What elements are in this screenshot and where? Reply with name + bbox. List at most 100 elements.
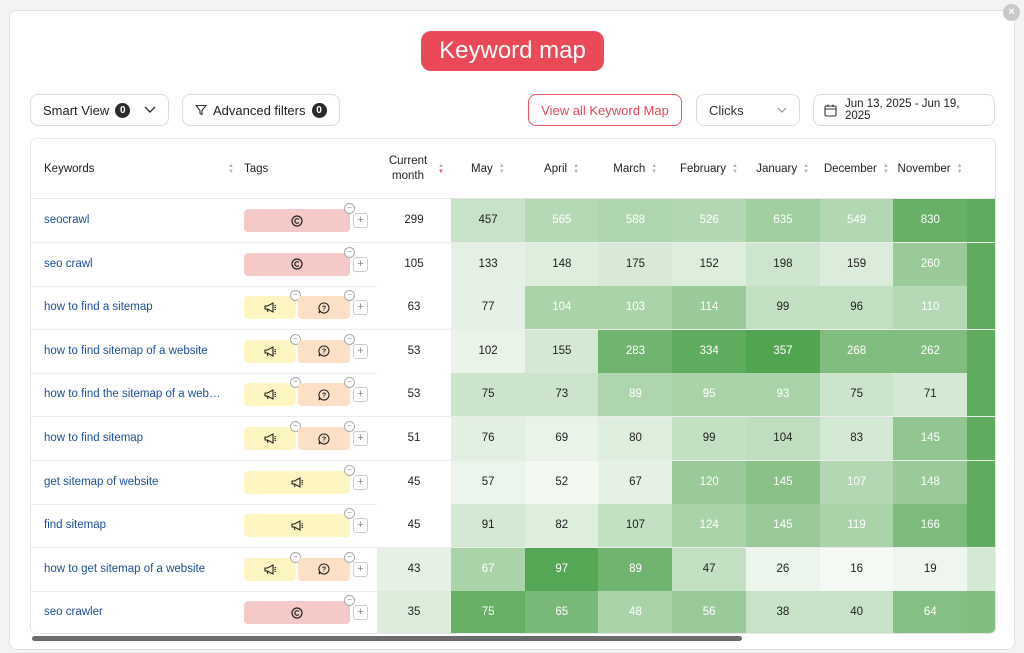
question-icon: ? [318, 345, 330, 357]
megaphone-icon [263, 433, 277, 444]
sort-icon[interactable]: ▲ ▼ [228, 162, 234, 175]
sort-icon[interactable]: ▲ ▼ [573, 162, 580, 175]
heatmap-cell: 71 [893, 373, 968, 417]
tag-chip[interactable]: − [244, 595, 355, 625]
remove-tag-icon[interactable]: − [344, 290, 355, 302]
add-tag-button[interactable]: + [353, 300, 368, 316]
keyword-link[interactable]: how to find a sitemap [44, 301, 153, 314]
tag-chip[interactable]: − [244, 377, 301, 407]
tag-chip[interactable]: − [244, 203, 355, 232]
advanced-filters-button[interactable]: Advanced filters 0 [182, 94, 340, 126]
sort-icon[interactable]: ▲ ▼ [882, 162, 889, 175]
heatmap-cell: 57 [451, 460, 526, 504]
keyword-link[interactable]: seocrawl [44, 214, 90, 226]
tag-chip[interactable]: ? − [298, 551, 355, 581]
close-icon[interactable]: × [1003, 4, 1020, 21]
col-header-month[interactable]: Oct [966, 139, 995, 199]
remove-tag-icon[interactable]: − [344, 377, 355, 389]
tag-chip[interactable]: ? − [298, 290, 355, 320]
sort-icon[interactable]: ▲ ▼ [651, 162, 658, 175]
col-header-month[interactable]: December ▲ ▼ [819, 139, 894, 199]
remove-tag-icon[interactable]: − [290, 290, 301, 302]
remove-tag-icon[interactable]: − [344, 333, 355, 345]
calendar-icon [824, 104, 837, 117]
tag-chip[interactable]: − [244, 333, 301, 363]
remove-tag-icon[interactable]: − [290, 551, 301, 563]
tag-chip[interactable]: ? − [298, 421, 355, 450]
tag-chip[interactable]: − [244, 290, 301, 320]
col-header-keywords[interactable]: Keywords ▲ ▼ [44, 139, 234, 199]
remove-tag-icon[interactable]: − [344, 464, 355, 476]
table-row: how to get sitemap of a website −? − +43 67 9… [31, 547, 995, 592]
keyword-link[interactable]: how to find sitemap of a website [44, 344, 208, 357]
keyword-table: Keywords ▲ ▼ Tags Current month ▲ ▼ May ▲ ▼ A… [30, 138, 996, 634]
add-tag-button[interactable]: + [353, 474, 368, 490]
remove-tag-icon[interactable]: − [344, 246, 355, 258]
tag-chip[interactable]: − [244, 246, 355, 276]
col-header-month[interactable]: April ▲ ▼ [524, 139, 599, 199]
remove-tag-icon[interactable]: − [344, 421, 355, 432]
remove-tag-icon[interactable]: − [344, 551, 355, 563]
add-tag-button[interactable]: + [353, 213, 368, 228]
sort-icon[interactable]: ▲ ▼ [803, 162, 810, 175]
col-header-month[interactable]: March ▲ ▼ [598, 139, 673, 199]
heatmap-cell: 166 [893, 504, 968, 548]
keyword-link[interactable]: get sitemap of website [44, 475, 159, 488]
current-month-value: 105 [377, 242, 451, 286]
megaphone-icon [263, 345, 277, 357]
col-header-current-month[interactable]: Current month ▲ ▼ [377, 139, 451, 199]
remove-tag-icon[interactable]: − [344, 203, 355, 214]
remove-tag-icon[interactable]: − [290, 377, 301, 389]
heatmap-cell: 95 [672, 373, 747, 417]
keyword-link[interactable]: how to find sitemap [44, 432, 144, 444]
col-header-month[interactable]: February ▲ ▼ [672, 139, 746, 199]
view-all-keyword-map-button[interactable]: View all Keyword Map [528, 94, 682, 126]
add-tag-button[interactable]: + [353, 256, 368, 272]
keyword-link[interactable]: how to find the sitemap of a webs... [44, 388, 224, 401]
tag-chip[interactable]: ? − [298, 377, 355, 407]
current-month-value: 35 [377, 591, 451, 633]
heatmap-cell: 47 [672, 547, 747, 591]
tag-chip[interactable]: − [244, 421, 301, 450]
smart-view-dropdown[interactable]: Smart View 0 [30, 94, 169, 126]
heatmap-cell: 260 [893, 242, 968, 286]
tag-chip[interactable]: − [244, 551, 301, 581]
add-tag-button[interactable]: + [353, 431, 368, 446]
horizontal-scrollbar[interactable] [30, 635, 995, 643]
col-header-month[interactable]: May ▲ ▼ [451, 139, 525, 199]
tag-chip[interactable]: − [244, 508, 355, 538]
keyword-link[interactable]: seo crawl [44, 257, 93, 270]
sort-icon[interactable]: ▲ ▼ [731, 162, 738, 175]
remove-tag-icon[interactable]: − [344, 508, 355, 520]
heatmap-cell: 1 [966, 504, 995, 548]
metric-select[interactable]: Clicks [696, 94, 800, 126]
add-tag-button[interactable]: + [353, 518, 368, 534]
keyword-link[interactable]: find sitemap [44, 519, 107, 532]
sort-icon[interactable]: ▲ ▼ [498, 162, 505, 175]
heatmap-cell: 89 [598, 373, 673, 417]
col-header-month[interactable]: November ▲ ▼ [893, 139, 967, 199]
tag-chip[interactable]: − [244, 464, 355, 494]
page-title: Keyword map [421, 31, 604, 71]
tag-chip[interactable]: ? − [298, 333, 355, 363]
remove-tag-icon[interactable]: − [290, 421, 301, 432]
keyword-link[interactable]: how to get sitemap of a website [44, 562, 206, 575]
remove-tag-icon[interactable]: − [290, 333, 301, 345]
add-tag-button[interactable]: + [353, 605, 368, 621]
keyword-link[interactable]: seo crawler [44, 606, 103, 619]
sort-icon[interactable]: ▲ ▼ [956, 162, 963, 175]
smart-view-count-badge: 0 [115, 102, 131, 118]
heatmap-cell: 148 [524, 242, 599, 286]
add-tag-button[interactable]: + [353, 561, 368, 577]
add-tag-button[interactable]: + [353, 343, 368, 359]
add-tag-button[interactable]: + [353, 387, 368, 403]
sort-desc-icon[interactable]: ▲ ▼ [438, 162, 444, 175]
scrollbar-thumb[interactable] [32, 636, 742, 641]
col-header-month[interactable]: January ▲ ▼ [745, 139, 820, 199]
heatmap-cell: 145 [745, 504, 820, 548]
heatmap-cell: 77 [451, 286, 526, 330]
date-range-picker[interactable]: Jun 13, 2025 - Jun 19, 2025 [813, 94, 995, 126]
heatmap-cell: 48 [598, 591, 673, 633]
advanced-filters-label: Advanced filters [213, 102, 306, 118]
remove-tag-icon[interactable]: − [344, 595, 355, 607]
